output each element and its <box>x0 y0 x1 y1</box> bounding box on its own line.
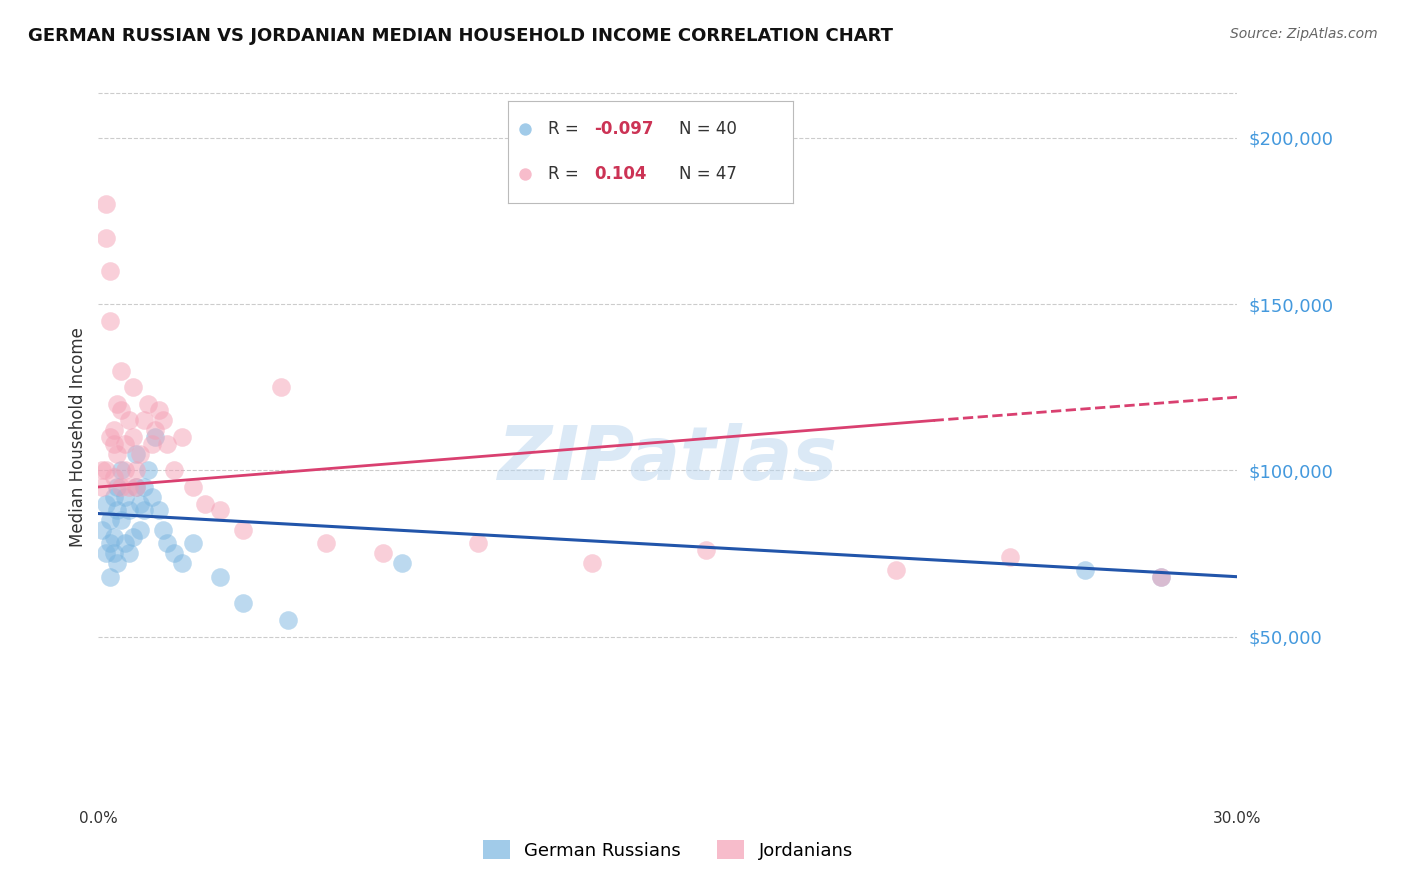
Point <box>103 490 125 504</box>
Point <box>98 570 121 584</box>
Point <box>1150 570 1173 584</box>
Point <box>136 463 159 477</box>
Point <box>94 463 117 477</box>
Point <box>103 546 125 560</box>
Point <box>98 513 121 527</box>
Point <box>132 503 155 517</box>
Legend: German Russians, Jordanians: German Russians, Jordanians <box>475 833 860 867</box>
Point <box>467 536 489 550</box>
Point <box>110 513 132 527</box>
Point <box>183 536 205 550</box>
Point <box>118 546 141 560</box>
Point <box>107 397 129 411</box>
Point <box>114 536 136 550</box>
Point <box>391 557 413 571</box>
Point <box>110 403 132 417</box>
Point <box>110 463 132 477</box>
Point <box>208 503 231 517</box>
Point <box>132 480 155 494</box>
Point <box>695 543 717 558</box>
Point <box>152 413 174 427</box>
Point <box>136 397 159 411</box>
Point <box>118 413 141 427</box>
Point <box>110 480 132 494</box>
Point <box>145 430 167 444</box>
Point <box>98 314 121 328</box>
Point <box>118 480 141 494</box>
Point <box>270 380 292 394</box>
Point <box>170 430 193 444</box>
Text: ZIPatlas: ZIPatlas <box>498 423 838 496</box>
Point <box>103 530 125 544</box>
Point <box>145 424 167 438</box>
Point <box>94 546 117 560</box>
Point <box>884 563 907 577</box>
Point <box>125 447 148 461</box>
Point <box>91 523 114 537</box>
Point <box>125 480 148 494</box>
Point <box>107 503 129 517</box>
Point <box>163 463 186 477</box>
Point <box>141 436 163 450</box>
Point <box>1150 570 1173 584</box>
Point <box>208 570 231 584</box>
Point <box>148 503 170 517</box>
Point <box>998 549 1021 564</box>
Point <box>148 403 170 417</box>
Point <box>170 557 193 571</box>
Point <box>103 470 125 484</box>
Point <box>91 463 114 477</box>
Point <box>371 546 394 560</box>
Point <box>232 596 254 610</box>
Point <box>114 490 136 504</box>
Text: GERMAN RUSSIAN VS JORDANIAN MEDIAN HOUSEHOLD INCOME CORRELATION CHART: GERMAN RUSSIAN VS JORDANIAN MEDIAN HOUSE… <box>28 27 893 45</box>
Point <box>277 613 299 627</box>
Point <box>152 523 174 537</box>
Point <box>163 546 186 560</box>
Point <box>121 530 143 544</box>
Point <box>1074 563 1097 577</box>
Point <box>98 430 121 444</box>
Point <box>129 523 152 537</box>
Point <box>315 536 337 550</box>
Point <box>125 463 148 477</box>
Point <box>581 557 603 571</box>
Y-axis label: Median Household Income: Median Household Income <box>69 327 87 547</box>
Point <box>118 503 141 517</box>
Point <box>94 197 117 211</box>
Text: Source: ZipAtlas.com: Source: ZipAtlas.com <box>1230 27 1378 41</box>
Point <box>107 447 129 461</box>
Point <box>125 480 148 494</box>
Point <box>110 363 132 377</box>
Point <box>132 413 155 427</box>
Point <box>194 497 217 511</box>
Point <box>232 523 254 537</box>
Point <box>98 536 121 550</box>
Point <box>121 380 143 394</box>
Point <box>141 490 163 504</box>
Point <box>129 497 152 511</box>
Point <box>94 497 117 511</box>
Point <box>107 480 129 494</box>
Point <box>156 436 179 450</box>
Point <box>156 536 179 550</box>
Point <box>103 424 125 438</box>
Point <box>103 436 125 450</box>
Point <box>94 230 117 244</box>
Point <box>129 447 152 461</box>
Point <box>107 557 129 571</box>
Point <box>183 480 205 494</box>
Point <box>114 436 136 450</box>
Point <box>98 264 121 278</box>
Point <box>121 430 143 444</box>
Point <box>91 480 114 494</box>
Point <box>114 463 136 477</box>
